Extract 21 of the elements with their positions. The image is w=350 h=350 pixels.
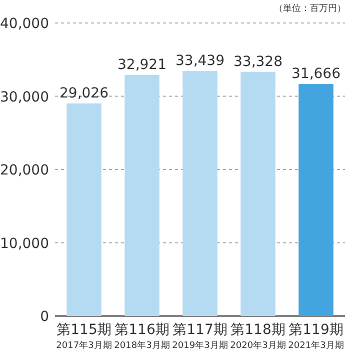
y-tick-label: 0: [40, 309, 49, 325]
bar: [182, 71, 218, 316]
data-label: 32,921: [118, 56, 166, 73]
data-label: 33,328: [234, 54, 282, 70]
x-tick-label: 第118期 2020年3月期: [230, 322, 286, 350]
y-tick-label: 40,000: [0, 16, 49, 32]
bar: [298, 84, 334, 316]
y-tick-label: 10,000: [0, 236, 49, 252]
x-tick-label: 第116期 2018年3月期: [114, 322, 170, 350]
x-tick-label: 第115期 2017年3月期: [56, 322, 112, 350]
data-label: 29,026: [60, 85, 109, 102]
data-label: 31,666: [292, 66, 341, 82]
data-label: 33,439: [176, 53, 224, 70]
y-tick-label: 20,000: [0, 162, 49, 178]
y-tick-label: 30,000: [0, 89, 49, 106]
text: （単位：百万円）: [274, 3, 346, 14]
bar: [124, 74, 160, 316]
bar: [66, 103, 102, 316]
x-tick-label: 第119期 2021年3月期: [288, 322, 344, 350]
bar: [240, 72, 276, 316]
x-tick-label: 第117期 2019年3月期: [172, 322, 228, 350]
